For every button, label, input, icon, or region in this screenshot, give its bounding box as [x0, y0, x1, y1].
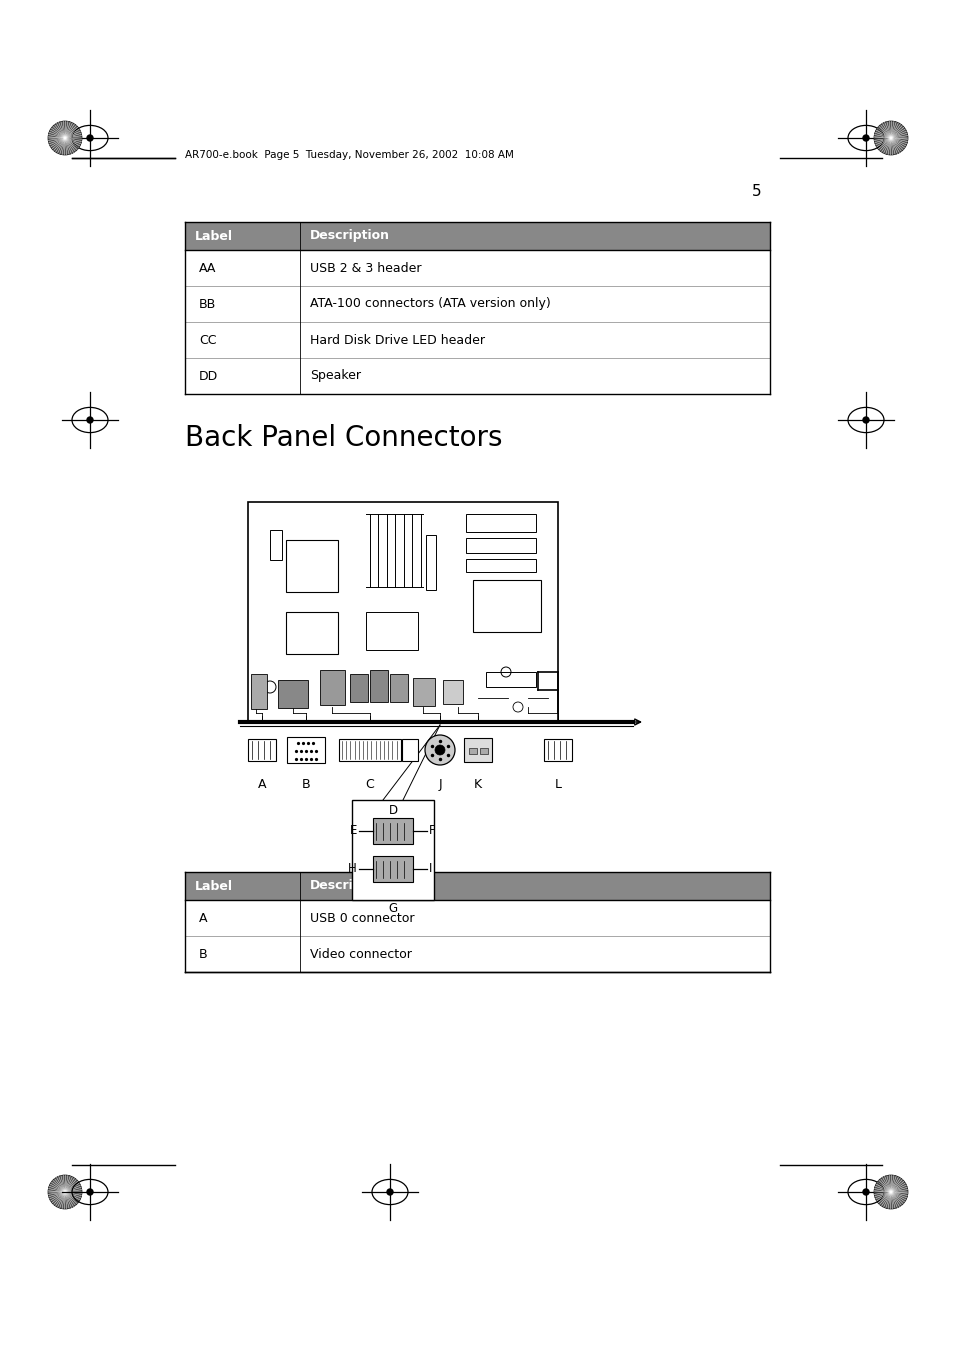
Text: Hard Disk Drive LED header: Hard Disk Drive LED header: [310, 334, 484, 346]
Bar: [543, 739, 572, 761]
Text: I: I: [429, 862, 432, 875]
Bar: [248, 503, 558, 721]
Bar: [485, 671, 536, 688]
Bar: [319, 670, 345, 705]
Bar: [287, 738, 325, 763]
Bar: [426, 535, 436, 590]
Bar: [465, 513, 536, 532]
Text: F: F: [429, 824, 436, 838]
Circle shape: [435, 744, 444, 755]
Text: AR700-e.book  Page 5  Tuesday, November 26, 2002  10:08 AM: AR700-e.book Page 5 Tuesday, November 26…: [185, 150, 514, 159]
Bar: [352, 800, 434, 900]
Text: D: D: [388, 804, 397, 816]
Circle shape: [862, 1189, 868, 1196]
Bar: [277, 680, 308, 708]
Circle shape: [387, 1189, 393, 1196]
Text: L: L: [554, 778, 561, 790]
Bar: [442, 680, 462, 704]
Text: DD: DD: [199, 370, 218, 382]
Bar: [465, 559, 536, 571]
Bar: [463, 738, 492, 762]
Text: ATA-100 connectors (ATA version only): ATA-100 connectors (ATA version only): [310, 297, 550, 311]
Bar: [401, 739, 417, 761]
Circle shape: [48, 122, 82, 155]
Text: Description: Description: [310, 230, 390, 242]
Bar: [473, 580, 540, 632]
Bar: [373, 857, 413, 882]
Bar: [286, 540, 337, 592]
Text: CC: CC: [199, 334, 216, 346]
Text: Speaker: Speaker: [310, 370, 360, 382]
Text: H: H: [348, 862, 356, 875]
Bar: [390, 674, 408, 703]
Text: C: C: [365, 778, 374, 790]
Bar: [338, 739, 400, 761]
Text: B: B: [199, 947, 208, 961]
Bar: [366, 612, 417, 650]
Bar: [350, 674, 368, 703]
Text: Description: Description: [310, 880, 390, 893]
Bar: [373, 817, 413, 844]
Circle shape: [48, 1175, 82, 1209]
Circle shape: [87, 417, 92, 423]
Bar: [370, 670, 388, 703]
Circle shape: [862, 417, 868, 423]
Text: B: B: [301, 778, 310, 790]
Bar: [251, 674, 267, 709]
Bar: [270, 530, 282, 561]
Text: Video connector: Video connector: [310, 947, 412, 961]
Text: BB: BB: [199, 297, 216, 311]
Bar: [248, 739, 275, 761]
Bar: [469, 748, 476, 754]
Text: Label: Label: [194, 230, 233, 242]
Bar: [479, 748, 488, 754]
Text: A: A: [199, 912, 208, 924]
Text: A: A: [257, 778, 266, 790]
Bar: [185, 222, 769, 250]
Circle shape: [862, 135, 868, 141]
Circle shape: [87, 135, 92, 141]
Circle shape: [873, 1175, 907, 1209]
Bar: [286, 612, 337, 654]
Bar: [413, 678, 435, 707]
Circle shape: [424, 735, 455, 765]
Text: USB 2 & 3 header: USB 2 & 3 header: [310, 262, 421, 274]
Text: USB 0 connector: USB 0 connector: [310, 912, 414, 924]
Circle shape: [87, 1189, 92, 1196]
Text: G: G: [388, 901, 397, 915]
Text: K: K: [474, 778, 481, 790]
Bar: [465, 538, 536, 553]
Bar: [185, 871, 769, 900]
Text: Label: Label: [194, 880, 233, 893]
Text: E: E: [349, 824, 356, 838]
Text: 5: 5: [752, 185, 761, 200]
Text: Back Panel Connectors: Back Panel Connectors: [185, 424, 502, 453]
Text: AA: AA: [199, 262, 216, 274]
Text: J: J: [437, 778, 441, 790]
Circle shape: [873, 122, 907, 155]
